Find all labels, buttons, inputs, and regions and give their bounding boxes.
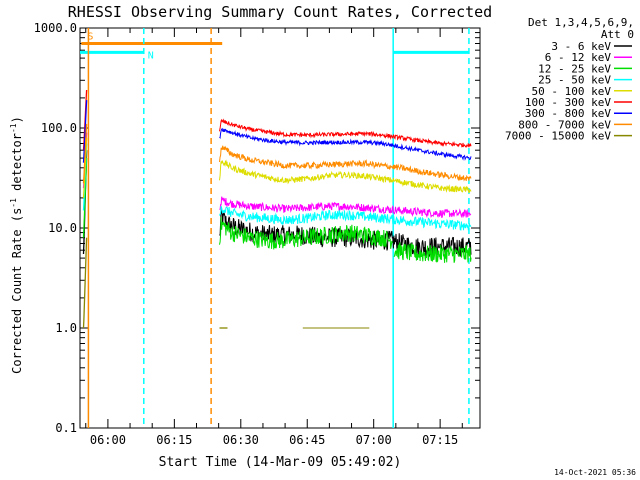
legend-entry-label: 800 - 7000 keV	[518, 118, 611, 131]
legend-entry-label: 7000 - 15000 keV	[505, 130, 611, 143]
series-6-12keV	[82, 132, 472, 219]
y-tick-label: 10.0	[48, 221, 77, 235]
x-axis-label: Start Time (14-Mar-09 05:49:02)	[159, 455, 402, 470]
y-axis-label-end: )	[10, 116, 24, 123]
y-tick-label: 0.1	[55, 421, 77, 435]
y-axis-label: Corrected Count Rate (s-1 detector-1)	[9, 116, 24, 374]
vertical-markers	[87, 28, 470, 428]
y-axis-label-main: Corrected Count Rate (s	[10, 208, 24, 374]
series-300-800keV	[82, 100, 472, 163]
series-50-100keV	[82, 137, 472, 198]
series-line	[219, 206, 472, 231]
series-12-25keV	[82, 158, 472, 263]
y-ticks: 1000.0 100.0 10.0 1.0 0.1	[34, 21, 480, 435]
series-lines	[82, 89, 472, 329]
series-800-7000keV	[82, 123, 472, 184]
series-line	[82, 158, 88, 238]
x-tick-label: 07:15	[422, 433, 458, 447]
flag-label: S	[87, 31, 93, 42]
series-25-50keV	[82, 143, 472, 231]
chart-title: RHESSI Observing Summary Count Rates, Co…	[68, 3, 492, 21]
flag-bars: SN	[80, 31, 469, 61]
legend-entry-label: 12 - 25 keV	[538, 62, 611, 75]
x-tick-label: 06:45	[289, 433, 325, 447]
series-line	[82, 123, 88, 184]
flag-label: N	[148, 50, 154, 61]
series-line	[219, 196, 472, 219]
legend-entry-label: 50 - 100 keV	[532, 85, 612, 98]
y-tick-label: 1000.0	[34, 21, 77, 35]
y-axis-label-sup1: -1	[9, 198, 18, 208]
series-line	[219, 118, 472, 148]
legend-header-line1: Det 1,3,4,5,6,9,	[528, 16, 634, 29]
series-line	[219, 145, 472, 182]
x-tick-label: 07:00	[356, 433, 392, 447]
y-tick-label: 1.0	[55, 321, 77, 335]
y-tick-label: 100.0	[41, 121, 77, 135]
x-tick-label: 06:00	[90, 433, 126, 447]
footer-timestamp: 14-Oct-2021 05:36	[554, 468, 636, 477]
legend-entry-label: 300 - 800 keV	[525, 107, 611, 120]
series-line	[393, 242, 472, 263]
legend-header-line2: Att 0	[601, 28, 634, 41]
series-line	[82, 100, 88, 163]
x-tick-label: 06:15	[156, 433, 192, 447]
plot-axes	[79, 27, 481, 429]
legend-entry-label: 6 - 12 keV	[545, 51, 612, 64]
legend-entry-label: 25 - 50 keV	[538, 74, 611, 87]
y-axis-label-mid: detector	[10, 133, 24, 198]
series-line	[219, 159, 472, 193]
series-7000-15000keV	[82, 237, 370, 329]
series-line	[219, 127, 472, 161]
plot-frame	[79, 27, 481, 429]
legend-entry-label: 100 - 300 keV	[525, 96, 611, 109]
series-line	[219, 216, 393, 250]
x-ticks: 06:00 06:15 06:30 06:45 07:00 07:15	[85, 28, 463, 447]
series-line	[82, 237, 88, 329]
x-tick-label: 06:30	[223, 433, 259, 447]
y-axis-label-sup2: -1	[9, 123, 18, 133]
series-line	[82, 137, 88, 198]
legend-entry-label: 3 - 6 keV	[551, 40, 611, 53]
